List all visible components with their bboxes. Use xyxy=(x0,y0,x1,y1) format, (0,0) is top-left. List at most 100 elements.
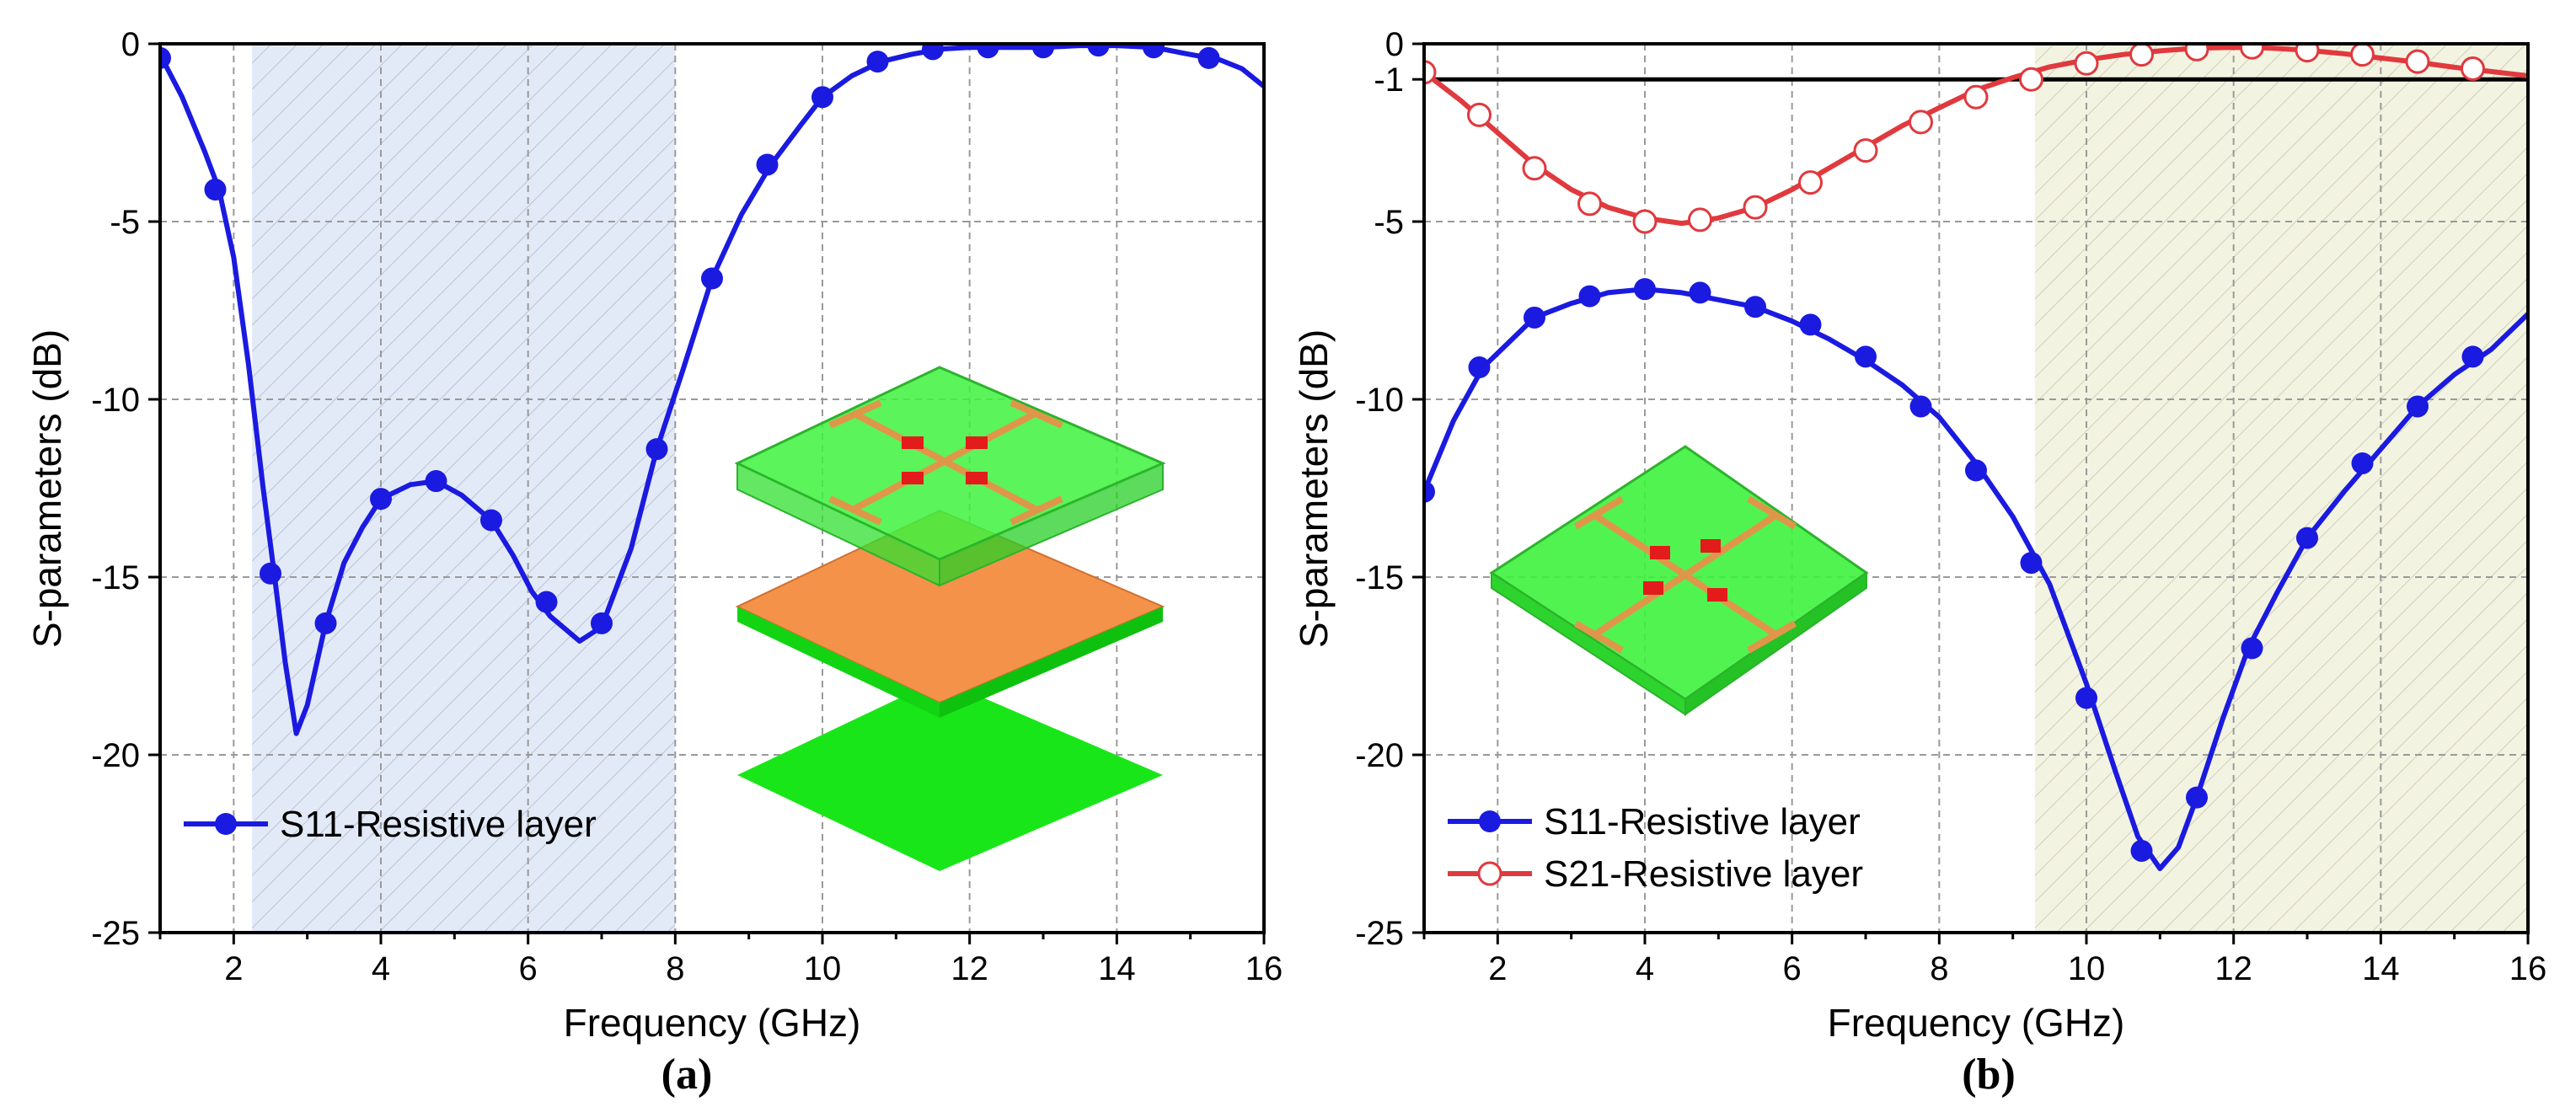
data-point xyxy=(645,438,668,461)
inset-exploded-structure xyxy=(734,366,1166,871)
data-point xyxy=(1143,44,1165,59)
x-tick-label: 8 xyxy=(666,950,684,987)
x-tick-label: 8 xyxy=(1930,950,1948,987)
data-point xyxy=(1634,278,1656,301)
shaded-band xyxy=(252,44,676,933)
panel-a: 2 4 6 8 10 12 14 16 0 -5 -10 -15 -20 -25 Frequency (… xyxy=(25,26,1283,1099)
x-tick-label: 2 xyxy=(1488,950,1507,987)
y-axis-title: S-parameters (dB) xyxy=(1292,329,1336,648)
data-point xyxy=(314,612,337,634)
series-s11 xyxy=(1424,278,2528,871)
data-point xyxy=(2351,452,2374,474)
y-tick-label: -20 xyxy=(91,737,140,774)
x-tick-labels: 2 4 6 8 10 12 14 16 xyxy=(1488,950,2547,987)
legend-marker-s11 xyxy=(215,813,237,835)
x-tick-label: 10 xyxy=(804,950,842,987)
x-tick-label: 14 xyxy=(1098,950,1136,987)
data-point xyxy=(1522,156,1547,181)
y-tick-label: -15 xyxy=(1355,559,1404,596)
axis-ticks xyxy=(148,42,1266,944)
data-point xyxy=(866,51,889,73)
data-point xyxy=(1853,138,1878,163)
data-point xyxy=(2184,44,2209,62)
data-point xyxy=(1744,296,1766,318)
data-point xyxy=(1799,313,1822,336)
legend-marker-s11 xyxy=(1479,810,1501,832)
data-point xyxy=(1524,306,1545,329)
panel-b: 2 4 6 8 10 12 14 16 0-1 -5 -10 -15 -20 -25 Frequency… xyxy=(1292,26,2547,1099)
data-point xyxy=(425,470,447,493)
inset-resistive-layer xyxy=(1489,445,1869,716)
data-point xyxy=(1909,395,1932,418)
x-tick-label: 6 xyxy=(519,950,538,987)
y-tick-label: 0 xyxy=(121,26,140,63)
data-point xyxy=(2405,49,2430,74)
legend-label-s11: S11-Resistive layer xyxy=(280,804,597,845)
data-point xyxy=(1689,281,1711,304)
data-point xyxy=(977,44,999,59)
data-point xyxy=(701,267,723,290)
x-tick-label: 2 xyxy=(224,950,243,987)
series-s21 xyxy=(1424,44,2528,234)
data-point xyxy=(2407,395,2429,418)
data-point xyxy=(811,86,833,109)
data-point xyxy=(535,591,558,613)
series-group xyxy=(160,44,1264,736)
series-line xyxy=(160,44,1264,736)
data-point xyxy=(2074,51,2099,76)
shaded-band xyxy=(2034,44,2528,933)
legend: S11-Resistive layer xyxy=(184,804,597,845)
data-point xyxy=(1032,44,1054,59)
data-point xyxy=(1197,46,1220,69)
data-point xyxy=(2130,839,2153,862)
data-point xyxy=(1798,170,1823,195)
x-tick-label: 12 xyxy=(951,950,988,987)
plot-frame xyxy=(158,42,1266,934)
data-point xyxy=(2296,527,2318,549)
data-point xyxy=(591,612,613,634)
data-point xyxy=(2019,67,2043,92)
data-point xyxy=(1855,345,1877,368)
data-point xyxy=(1909,110,1933,135)
data-point xyxy=(1087,44,1110,57)
x-tick-label: 16 xyxy=(2509,950,2547,987)
data-point xyxy=(2295,44,2320,63)
y-tick-label: -5 xyxy=(1374,204,1404,241)
legend: S11-Resistive layer S21-Resistive layer xyxy=(1448,801,1863,895)
data-point xyxy=(1467,102,1492,127)
x-tick-labels: 2 4 6 8 10 12 14 16 xyxy=(224,950,1283,987)
data-point xyxy=(2240,44,2264,60)
data-point xyxy=(1632,209,1658,234)
y-tick-label: -10 xyxy=(1355,382,1404,419)
data-point xyxy=(922,44,944,61)
data-point xyxy=(2186,786,2208,809)
x-tick-label: 6 xyxy=(1783,950,1802,987)
data-point xyxy=(2020,552,2043,575)
x-axis-title: Frequency (GHz) xyxy=(1828,1001,2125,1045)
y-axis-title: S-parameters (dB) xyxy=(25,329,69,648)
legend-marker-s21 xyxy=(1477,861,1502,886)
y-tick-labels: 0 -5 -10 -15 -20 -25 xyxy=(91,26,140,952)
panel-label-a: (a) xyxy=(661,1051,713,1099)
data-point xyxy=(1424,480,1435,503)
series-s11 xyxy=(160,44,1264,736)
data-point xyxy=(1963,84,1989,110)
legend-label-s21: S21-Resistive layer xyxy=(1544,853,1863,895)
y-tick-label: -1 xyxy=(1374,62,1404,99)
data-point xyxy=(1965,459,1987,482)
data-point xyxy=(2129,44,2154,67)
data-point xyxy=(1468,356,1491,379)
x-tick-label: 12 xyxy=(2215,950,2252,987)
data-point xyxy=(1688,207,1712,233)
y-tick-label: -10 xyxy=(91,382,140,419)
data-point xyxy=(2461,56,2485,82)
data-point xyxy=(480,509,502,532)
data-point xyxy=(370,488,392,511)
y-tick-label: -15 xyxy=(91,559,140,596)
x-tick-label: 14 xyxy=(2362,950,2400,987)
x-tick-label: 10 xyxy=(2068,950,2106,987)
plot-frame xyxy=(1422,42,2530,934)
x-tick-label: 16 xyxy=(1245,950,1283,987)
panel-label-b: (b) xyxy=(1962,1051,2016,1099)
